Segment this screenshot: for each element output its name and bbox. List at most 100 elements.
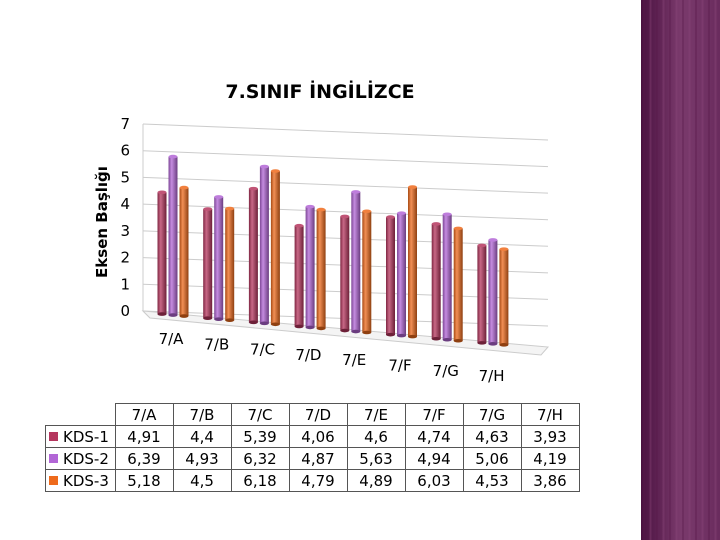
panel-stripe	[701, 0, 704, 540]
bar	[453, 226, 463, 343]
table-row-header: KDS-2	[45, 447, 116, 470]
bar-base	[179, 314, 189, 318]
bar-top	[477, 243, 487, 248]
bar-top	[248, 186, 258, 191]
table-cell: 5,63	[346, 447, 406, 470]
table-cell: 5,18	[114, 469, 174, 492]
table-cell: 4,93	[172, 447, 232, 470]
bar-top	[203, 207, 213, 211]
table-cell: 4,87	[288, 447, 348, 470]
panel-stripe	[695, 0, 697, 540]
bar-body	[386, 217, 395, 335]
x-tick-label: 7/H	[479, 367, 505, 385]
legend-label: KDS-2	[63, 449, 109, 468]
legend-swatch	[49, 453, 58, 463]
bar	[442, 212, 452, 342]
x-tick-label: 7/E	[342, 351, 366, 369]
panel-stripe	[714, 0, 717, 540]
bar	[225, 206, 235, 322]
bar	[157, 190, 167, 316]
bar-top	[270, 169, 280, 173]
y-tick-label: 5	[120, 168, 130, 186]
bar-base	[386, 332, 395, 337]
bar-top	[362, 209, 372, 214]
bar-body	[248, 188, 258, 323]
side-panel-stripes	[643, 0, 717, 540]
table-header-row: 7/A 7/B 7/C 7/D 7/E 7/F 7/G 7/H	[45, 403, 580, 426]
gridline	[142, 123, 549, 141]
bar-body	[442, 214, 452, 340]
x-tick-label: 7/D	[295, 346, 321, 364]
bar-base	[442, 337, 452, 342]
gridline	[142, 176, 549, 194]
table-row: KDS-1 4,91 4,4 5,39 4,06 4,6 4,74 4,63 3…	[45, 425, 580, 448]
gridline	[142, 150, 549, 168]
table-header-cell: 7/H	[520, 403, 580, 426]
table-cell: 5,06	[462, 447, 522, 470]
table-header-cell: 7/G	[462, 403, 522, 426]
panel-stripe	[669, 0, 671, 540]
table-row-header: KDS-3	[45, 469, 116, 492]
bar-base	[362, 330, 372, 335]
bar-body	[477, 245, 487, 343]
x-tick-label: 7/F	[388, 357, 411, 375]
bar-base	[214, 317, 224, 321]
table-corner	[45, 403, 116, 426]
bar-base	[397, 333, 406, 338]
table-row: KDS-2 6,39 4,93 6,32 4,87 5,63 4,94 5,06…	[45, 447, 580, 470]
bar	[499, 247, 509, 347]
table-cell: 4,91	[114, 425, 174, 448]
table-cell: 4,06	[288, 425, 348, 448]
y-tick-label: 6	[120, 142, 130, 160]
bar-base	[488, 342, 498, 346]
bar-base	[453, 338, 463, 343]
bar-top	[157, 190, 167, 195]
bar-top	[397, 211, 406, 215]
table-header-cell: 7/F	[404, 403, 464, 426]
bar-body	[179, 187, 189, 317]
y-tick-label: 1	[120, 275, 130, 293]
bar-body	[340, 216, 350, 331]
table-cell: 6,32	[230, 447, 290, 470]
bar-top	[305, 204, 315, 209]
data-table: 7/A 7/B 7/C 7/D 7/E 7/F 7/G 7/H KDS-1 4,…	[45, 403, 580, 492]
bar-body	[168, 156, 178, 316]
bar-top	[431, 222, 441, 226]
bar-top	[179, 185, 189, 190]
bar	[294, 223, 304, 329]
table-cell: 4,94	[404, 447, 464, 470]
x-tick-label: 7/C	[250, 341, 275, 359]
table-cell: 4,53	[462, 469, 522, 492]
bar-base	[248, 320, 258, 325]
bar	[168, 154, 178, 317]
panel-stripe	[656, 0, 658, 540]
legend-label: KDS-1	[63, 427, 109, 446]
chart-floor	[141, 310, 550, 356]
legend-swatch	[49, 475, 58, 485]
bar-body	[270, 171, 280, 325]
bar	[305, 204, 315, 330]
bar	[203, 207, 213, 320]
table-header-cell: 7/C	[230, 403, 290, 426]
y-ticks: 0 1 2 3 4 5 6 7	[120, 115, 130, 320]
x-tick-label: 7/B	[204, 335, 229, 353]
bar-base	[431, 336, 441, 341]
table-header-cell: 7/A	[114, 403, 174, 426]
table-cell: 6,18	[230, 469, 290, 492]
table-cell: 4,79	[288, 469, 348, 492]
bar	[248, 186, 258, 325]
bar	[397, 211, 406, 338]
bar-base	[294, 324, 304, 329]
bar	[351, 190, 361, 334]
table-cell: 3,86	[520, 469, 580, 492]
panel-stripe	[649, 0, 652, 540]
bar-base	[477, 341, 487, 345]
bar-base	[408, 334, 417, 339]
bar-body	[294, 225, 304, 327]
bar-top	[351, 190, 361, 194]
bar-body	[259, 166, 269, 324]
bar-base	[340, 328, 350, 333]
bar-body	[225, 208, 235, 321]
bar-body	[203, 209, 213, 319]
y-tick-label: 3	[120, 222, 130, 240]
